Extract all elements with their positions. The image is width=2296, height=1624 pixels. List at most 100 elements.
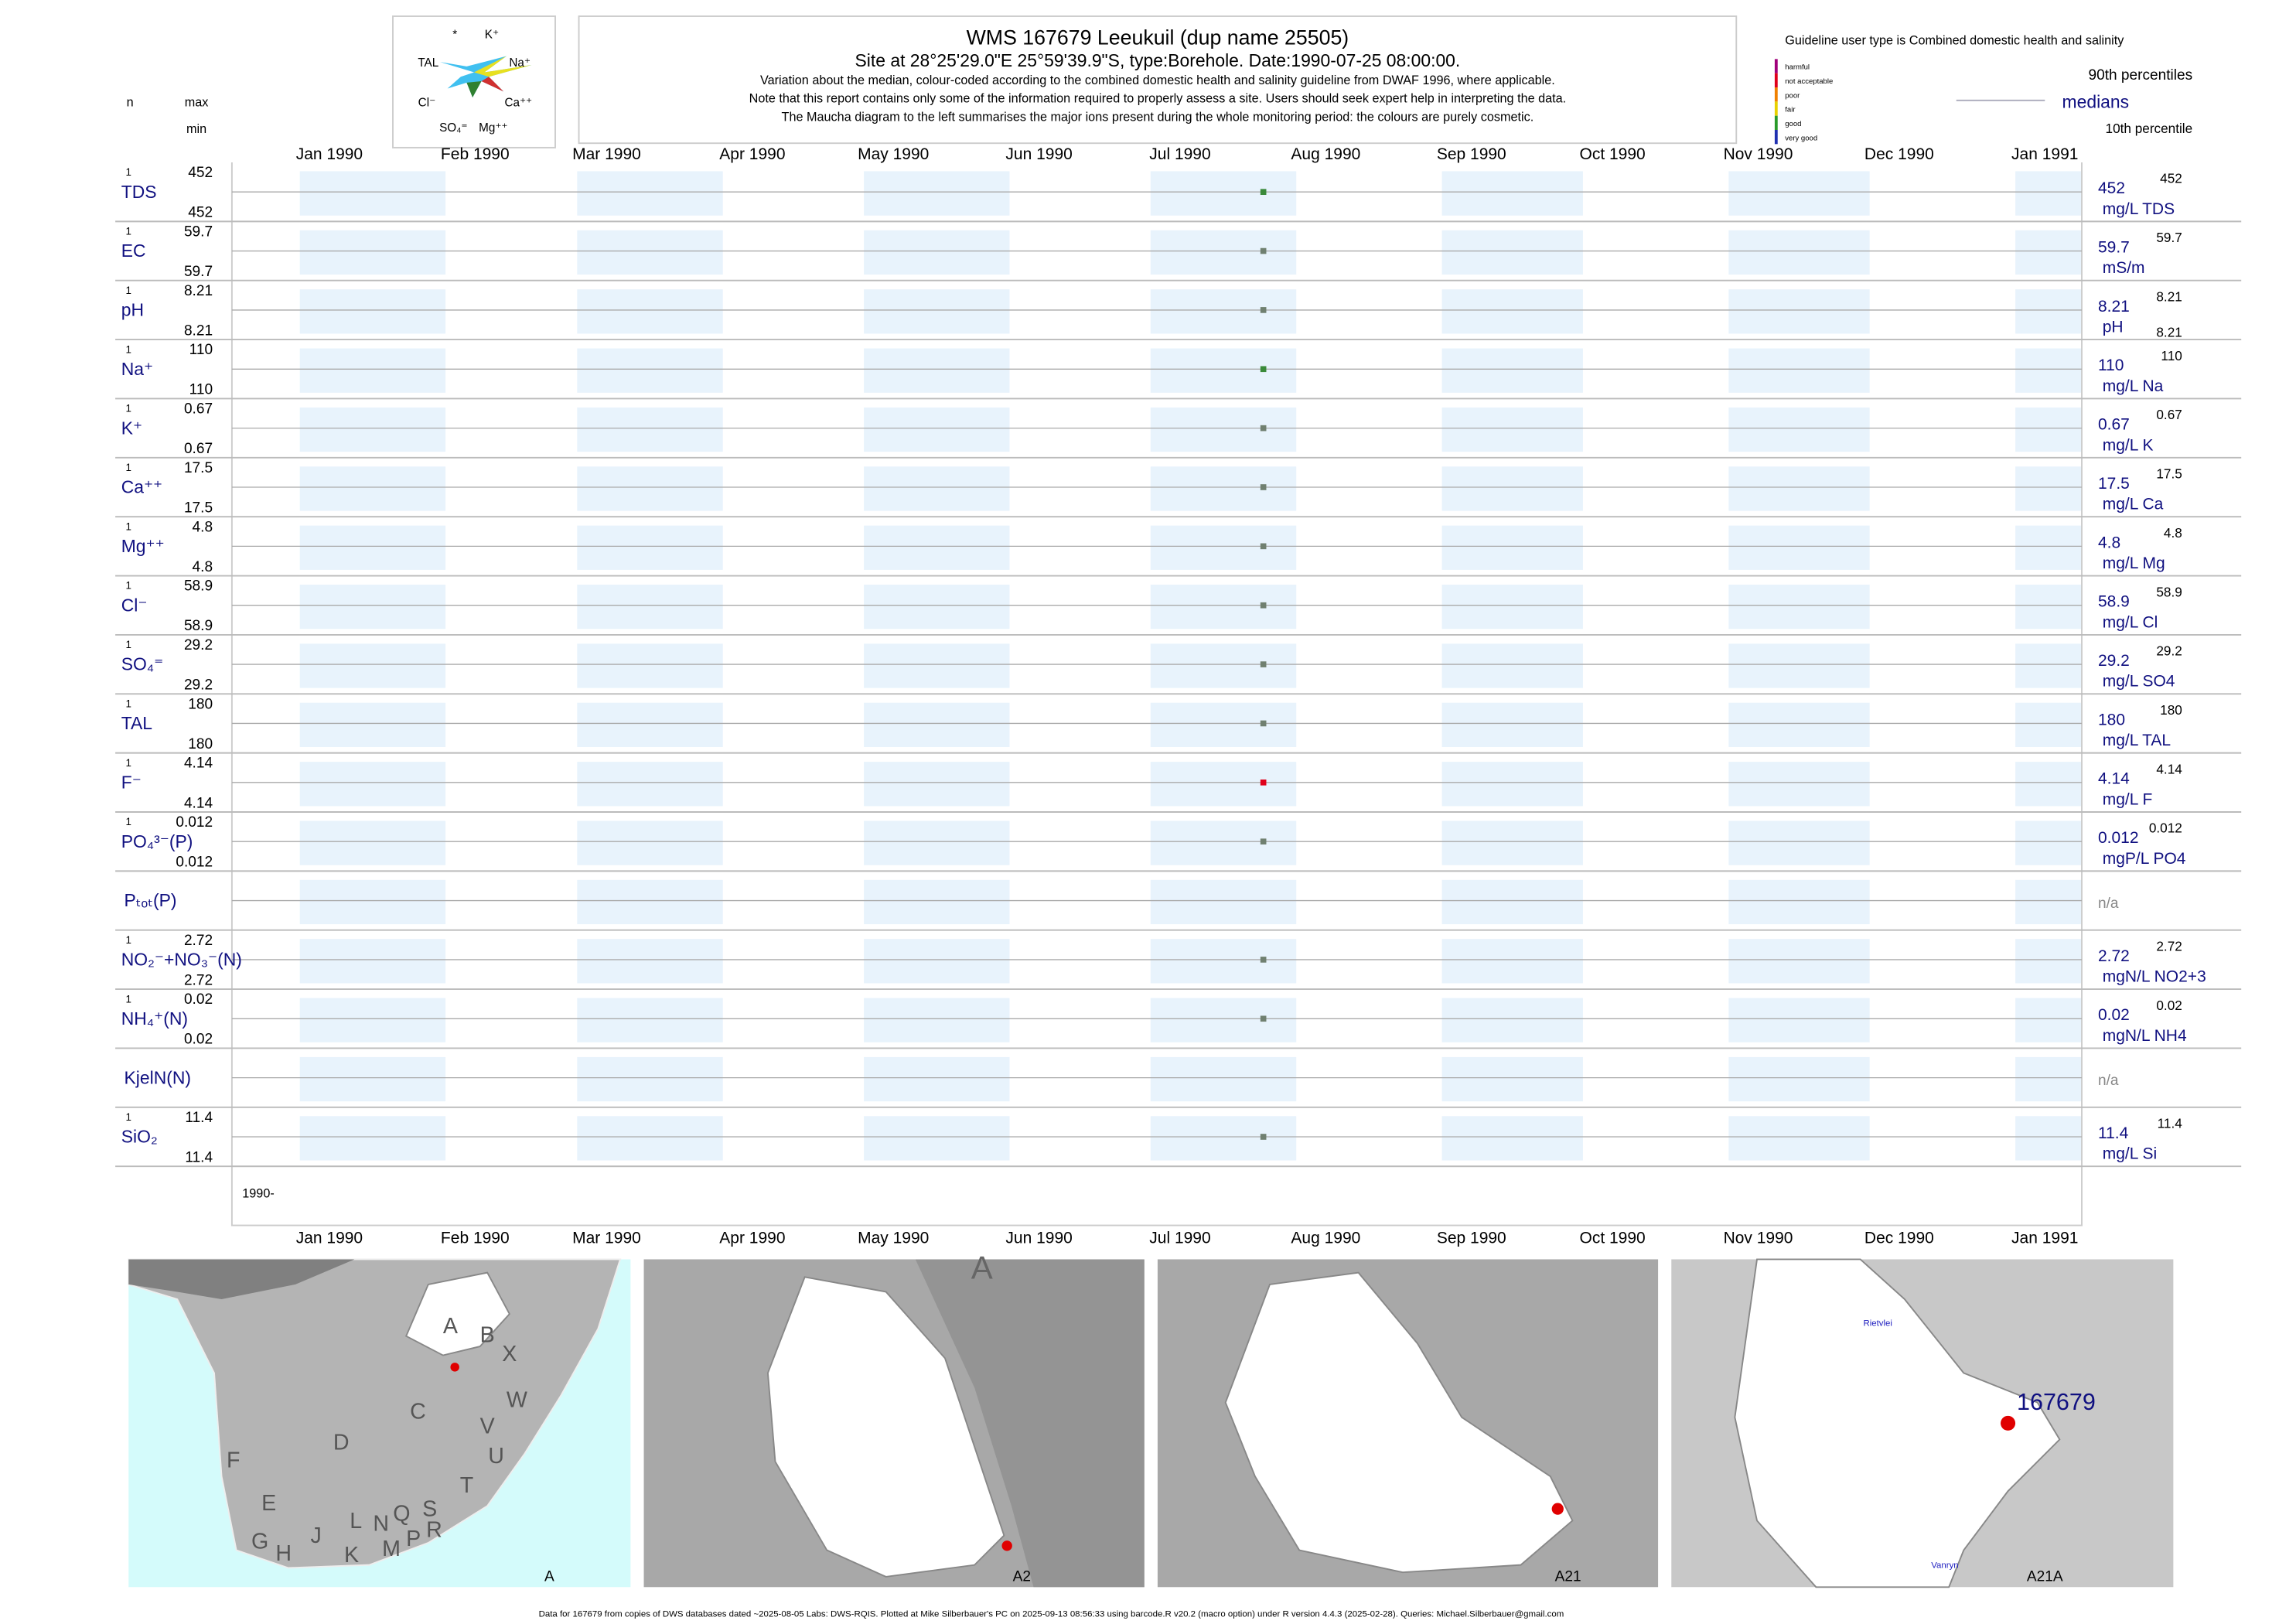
month-label: Dec 1990 xyxy=(1864,1229,1934,1247)
map-region: E xyxy=(261,1491,276,1516)
month-shade xyxy=(577,230,723,275)
month-shade xyxy=(864,998,1010,1042)
median: 8.21 xyxy=(2098,298,2130,316)
param-label: SO₄⁼ xyxy=(121,654,164,674)
month-shade xyxy=(577,466,723,511)
month-shade xyxy=(1728,407,1870,452)
p90: 2.72 xyxy=(2156,938,2182,954)
month-shade xyxy=(299,348,446,393)
sample-marker xyxy=(1260,957,1267,963)
n: 1 xyxy=(125,343,131,355)
month-label: Aug 1990 xyxy=(1291,145,1360,163)
month-shade xyxy=(299,525,446,570)
median: 110 xyxy=(2098,357,2124,374)
month-shade xyxy=(2015,939,2082,984)
min: 180 xyxy=(188,736,213,752)
month-shade xyxy=(577,289,723,334)
month-label: May 1990 xyxy=(858,1229,929,1247)
map-caption: A21A xyxy=(2027,1569,2063,1585)
median: 0.02 xyxy=(2098,1006,2130,1024)
legend-class: fair xyxy=(1785,106,1796,114)
month-shade xyxy=(1728,348,1870,393)
n: 1 xyxy=(125,520,131,532)
month-shade xyxy=(299,939,446,984)
max: 2.72 xyxy=(184,933,213,949)
month-shade xyxy=(1441,702,1583,747)
month-shade xyxy=(1441,821,1583,865)
month-label: Feb 1990 xyxy=(441,145,510,163)
median: 29.2 xyxy=(2098,652,2130,670)
month-label: Feb 1990 xyxy=(441,1229,510,1247)
maucha-label: Ca⁺⁺ xyxy=(504,96,532,109)
sample-marker xyxy=(1260,602,1267,609)
footer: Data for 167679 from copies of DWS datab… xyxy=(539,1609,1564,1619)
min: 110 xyxy=(189,382,213,398)
legend-class: harmful xyxy=(1785,63,1810,72)
month-shade xyxy=(299,998,446,1042)
param-label: F⁻ xyxy=(121,772,142,792)
n: 1 xyxy=(125,166,131,178)
median: 4.8 xyxy=(2098,534,2120,551)
max: 17.5 xyxy=(184,460,213,476)
month-shade xyxy=(577,407,723,452)
min: 0.67 xyxy=(184,441,213,457)
month-label: Jan 1991 xyxy=(2011,145,2078,163)
min: 4.8 xyxy=(193,559,213,575)
month-shade xyxy=(2015,407,2082,452)
p90: 110 xyxy=(2161,348,2182,363)
month-shade xyxy=(1728,643,1870,688)
month-label: Jan 1990 xyxy=(296,145,363,163)
map-region: G xyxy=(251,1530,268,1554)
map-place: Rietvlei xyxy=(1863,1319,1892,1328)
max: 110 xyxy=(189,342,213,358)
month-shade xyxy=(577,348,723,393)
month-shade xyxy=(2015,821,2082,865)
month-shade xyxy=(299,702,446,747)
map-catchment xyxy=(1224,1271,1574,1574)
map-dark xyxy=(915,1259,1145,1588)
sample-marker xyxy=(1260,247,1267,254)
month-shade xyxy=(2015,289,2082,334)
month-shade xyxy=(1150,762,1297,807)
max: 29.2 xyxy=(184,637,213,653)
month-shade xyxy=(1441,348,1583,393)
month-shade xyxy=(299,407,446,452)
month-label: Jan 1991 xyxy=(2011,1229,2078,1247)
month-label: Nov 1990 xyxy=(1724,1229,1793,1247)
month-shade xyxy=(1728,289,1870,334)
map-site xyxy=(2001,1415,2016,1431)
p90: 0.02 xyxy=(2156,998,2182,1013)
min: 2.72 xyxy=(184,972,213,988)
month-shade xyxy=(2015,1056,2082,1102)
month-shade xyxy=(2015,702,2082,747)
month-shade xyxy=(1441,643,1583,688)
month-shade xyxy=(1441,525,1583,570)
legend-class: poor xyxy=(1785,91,1800,100)
month-shade xyxy=(864,348,1010,393)
month-shade xyxy=(1150,230,1297,275)
maucha-label: SO₄⁼ xyxy=(439,121,467,135)
month-shade xyxy=(577,939,723,984)
month-shade xyxy=(1441,466,1583,511)
map-region: T xyxy=(460,1473,474,1498)
col-head: max xyxy=(185,95,209,109)
unit: mg/L TAL xyxy=(2103,732,2171,749)
month-shade xyxy=(864,289,1010,334)
n: 1 xyxy=(125,462,131,473)
month-shade xyxy=(864,821,1010,865)
month-shade xyxy=(1728,879,1870,925)
legend-swatch xyxy=(1774,130,1778,145)
min: 59.7 xyxy=(184,264,213,280)
month-shade xyxy=(299,1056,446,1102)
map-station: 167679 xyxy=(2017,1389,2096,1415)
legend-title: Guideline user type is Combined domestic… xyxy=(1785,33,2124,47)
map-region: P xyxy=(406,1527,421,1551)
min: 58.9 xyxy=(184,618,213,634)
median: 0.012 xyxy=(2098,829,2139,847)
month-shade xyxy=(299,1116,446,1161)
month-shade xyxy=(1441,1056,1583,1102)
month-shade xyxy=(1150,407,1297,452)
maucha-petal xyxy=(474,56,532,77)
month-shade xyxy=(2015,466,2082,511)
title-box xyxy=(578,15,1738,145)
